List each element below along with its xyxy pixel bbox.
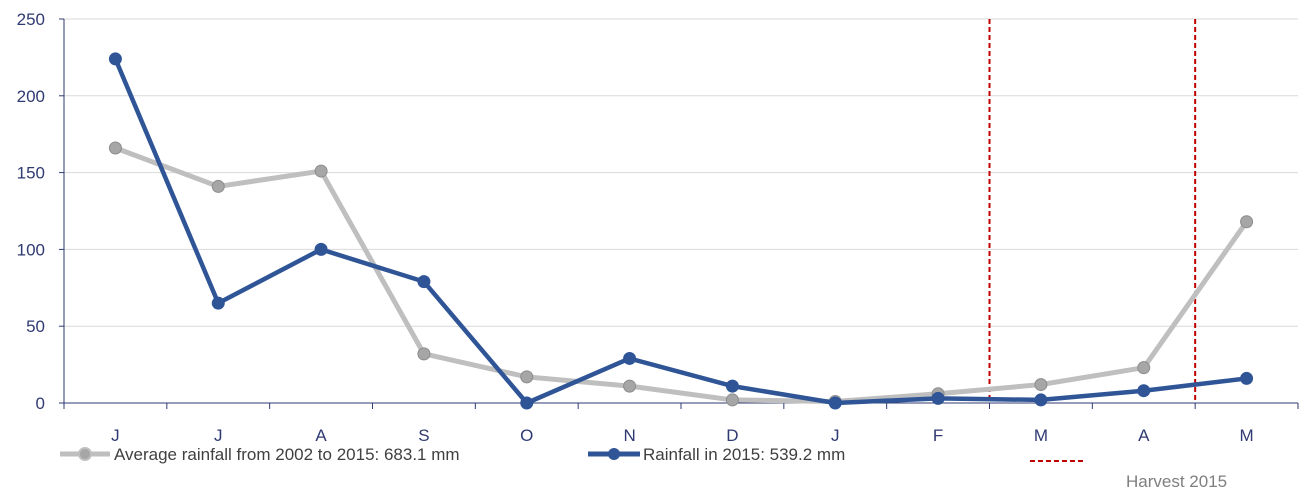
data-point: [1137, 384, 1151, 398]
y-tick-label: 200: [17, 87, 45, 106]
legend-label-2015: Rainfall in 2015: 539.2 mm: [643, 445, 845, 464]
legend-label-harvest: Harvest 2015: [1126, 472, 1227, 491]
harvest-lines: [988, 19, 1197, 403]
series-layer: [108, 52, 1254, 410]
data-point: [417, 347, 431, 361]
x-tick-label: M: [1034, 426, 1048, 445]
legend-marker-average: [78, 447, 92, 461]
data-point: [1137, 361, 1151, 375]
x-tick-label: J: [111, 426, 120, 445]
data-point: [623, 379, 637, 393]
data-point: [931, 391, 945, 405]
x-tick-label: A: [1138, 426, 1150, 445]
x-tick-label: A: [315, 426, 327, 445]
data-point: [1240, 371, 1254, 385]
data-point: [108, 141, 122, 155]
series-line: [114, 145, 1249, 404]
y-tick-label: 250: [17, 10, 45, 29]
x-tick-label: F: [933, 426, 943, 445]
data-point: [314, 242, 328, 256]
x-tick-label: J: [214, 426, 223, 445]
series-average: [108, 141, 1254, 408]
legend-item-average: Average rainfall from 2002 to 2015: 683.…: [60, 445, 460, 464]
data-point: [314, 164, 328, 178]
legend-marker-2015: [608, 448, 620, 460]
data-point: [211, 179, 225, 193]
data-point: [828, 396, 842, 410]
data-point: [417, 275, 431, 289]
data-point: [1034, 393, 1048, 407]
data-point: [1240, 215, 1254, 229]
series-rainfall-2015: [108, 52, 1254, 410]
data-point: [520, 370, 534, 384]
data-point: [725, 379, 739, 393]
axes: [63, 19, 1298, 404]
data-point: [211, 296, 225, 310]
legend-item-harvest: Harvest 2015: [1030, 460, 1227, 491]
data-point: [725, 393, 739, 407]
legend: Average rainfall from 2002 to 2015: 683.…: [60, 445, 1227, 491]
y-axis-ticks: 0 50 100 150 200 250: [17, 10, 64, 413]
series-line: [113, 58, 1247, 406]
data-point: [1034, 378, 1048, 392]
y-tick-label: 0: [36, 394, 45, 413]
x-tick-label: D: [726, 426, 738, 445]
data-point: [520, 396, 534, 410]
data-point: [108, 52, 122, 66]
legend-item-2015: Rainfall in 2015: 539.2 mm: [588, 445, 845, 464]
x-tick-label: M: [1239, 426, 1253, 445]
x-tick-label: S: [418, 426, 429, 445]
data-point: [623, 351, 637, 365]
gridlines: [64, 18, 1298, 327]
x-tick-label: O: [520, 426, 533, 445]
x-tick-label: N: [623, 426, 635, 445]
legend-label-average: Average rainfall from 2002 to 2015: 683.…: [114, 445, 460, 464]
y-tick-label: 50: [26, 317, 45, 336]
x-tick-label: J: [831, 426, 840, 445]
y-tick-label: 150: [17, 164, 45, 183]
y-tick-label: 100: [17, 240, 45, 259]
